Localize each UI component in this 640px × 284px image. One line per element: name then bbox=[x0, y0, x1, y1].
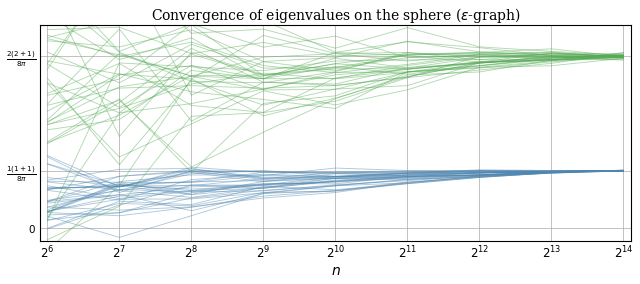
X-axis label: $n$: $n$ bbox=[330, 264, 340, 278]
Title: Convergence of eigenvalues on the sphere ($\epsilon$-graph): Convergence of eigenvalues on the sphere… bbox=[150, 6, 520, 24]
